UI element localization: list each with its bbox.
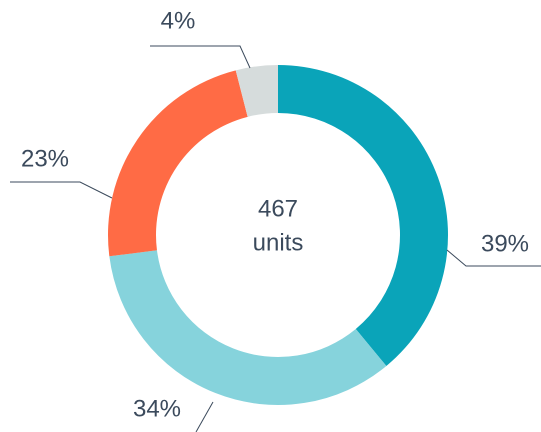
leader-line	[195, 401, 214, 432]
slice-label: 39%	[481, 230, 529, 257]
leader-line	[150, 45, 251, 69]
slice	[109, 250, 387, 405]
slice-label: 23%	[21, 145, 69, 172]
slice	[108, 70, 248, 257]
leader-line	[10, 181, 113, 199]
slice	[235, 65, 278, 117]
slice-label: 34%	[133, 395, 181, 422]
center-label: units	[253, 229, 304, 256]
center-value: 467	[258, 195, 298, 222]
slice-label: 4%	[161, 7, 196, 34]
slice	[278, 65, 449, 366]
leader-line	[446, 249, 541, 267]
